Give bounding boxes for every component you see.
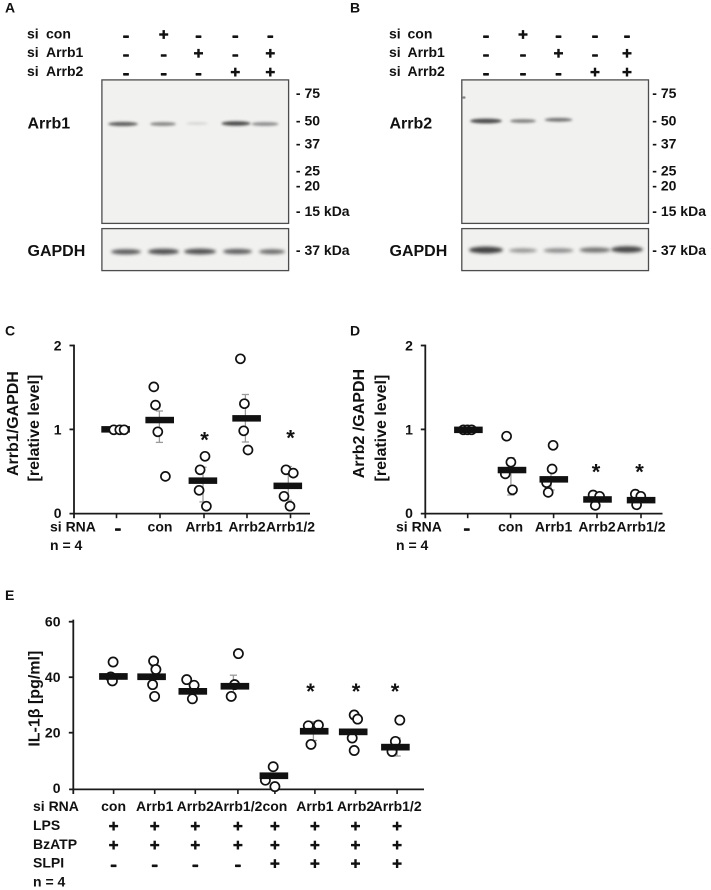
svg-text:C: C [5,323,15,339]
svg-text:si RNA: si RNA [396,518,442,534]
svg-text:0: 0 [405,505,413,521]
svg-text:*: * [352,679,361,704]
svg-text:[relative level]: [relative level] [26,375,43,482]
svg-text:Arrb2: Arrb2 [578,518,616,534]
svg-text:- 75: - 75 [296,85,320,101]
svg-text:si: si [389,25,401,41]
svg-text:20: 20 [45,724,61,740]
svg-text:si: si [27,63,39,79]
svg-text:con: con [262,798,287,814]
svg-text:*: * [286,426,295,451]
svg-text:Arrb2: Arrb2 [46,63,84,79]
svg-text:B: B [350,0,360,16]
svg-text:*: * [391,679,400,704]
svg-text:1: 1 [54,421,62,437]
svg-text:*: * [200,427,209,452]
svg-text:si: si [389,44,401,60]
svg-text:con: con [148,518,173,534]
svg-text:*: * [306,679,315,704]
svg-text:- 75: - 75 [652,85,676,101]
svg-text:40: 40 [45,669,61,685]
svg-text:Arrb2 /GAPDH: Arrb2 /GAPDH [351,369,368,478]
svg-text:- 37 kDa: - 37 kDa [296,242,350,258]
svg-text:con: con [46,25,71,41]
svg-text:[relative level]: [relative level] [373,375,390,482]
svg-text:GAPDH: GAPDH [28,243,86,260]
svg-text:Arrb1/2: Arrb1/2 [373,798,422,814]
svg-text:con: con [498,518,523,534]
svg-text:2: 2 [54,338,62,354]
svg-text:Arrb1: Arrb1 [185,518,223,534]
svg-text:A: A [5,0,15,16]
svg-text:Arrb2: Arrb2 [337,798,375,814]
svg-text:- 15 kDa: - 15 kDa [652,203,706,219]
svg-text:n = 4: n = 4 [396,537,429,553]
svg-text:GAPDH: GAPDH [390,243,448,260]
svg-text:- 37: - 37 [296,136,320,152]
svg-text:n = 4: n = 4 [50,537,83,553]
svg-text:si: si [27,44,39,60]
svg-text:Arrb1: Arrb1 [408,44,446,60]
svg-text:2: 2 [405,338,413,354]
svg-text:Arrb1/2: Arrb1/2 [266,518,315,534]
svg-text:Arrb2: Arrb2 [177,798,215,814]
svg-text:Arrb1: Arrb1 [46,44,84,60]
svg-text:- 25: - 25 [652,163,676,179]
svg-text:D: D [350,323,360,339]
svg-text:SLPI: SLPI [33,855,64,871]
svg-text:*: * [592,459,601,484]
svg-text:E: E [5,587,14,603]
svg-text:Arrb1: Arrb1 [136,798,174,814]
svg-text:- 50: - 50 [296,113,320,129]
svg-text:si RNA: si RNA [50,518,96,534]
svg-text:*: * [635,459,644,484]
svg-text:- 50: - 50 [652,113,676,129]
svg-text:Arrb2: Arrb2 [228,518,266,534]
svg-text:Arrb1: Arrb1 [296,798,334,814]
svg-text:- 25: - 25 [296,163,320,179]
svg-text:Arrb1/2: Arrb1/2 [213,798,262,814]
svg-text:60: 60 [45,613,61,629]
svg-text:si: si [389,63,401,79]
svg-text:IL-1β [pg/ml]: IL-1β [pg/ml] [27,651,44,747]
svg-text:Arrb2: Arrb2 [390,116,433,133]
svg-text:Arrb1/GAPDH: Arrb1/GAPDH [5,371,22,476]
svg-text:Arrb1/2: Arrb1/2 [616,518,665,534]
svg-text:Arrb1: Arrb1 [28,116,71,133]
svg-text:Arrb2: Arrb2 [408,63,446,79]
svg-text:Arrb1: Arrb1 [535,518,573,534]
svg-text:con: con [408,25,433,41]
svg-text:n = 4: n = 4 [33,874,66,890]
svg-text:BzATP: BzATP [33,836,77,852]
svg-text:- 37: - 37 [652,136,676,152]
svg-text:si: si [27,25,39,41]
svg-text:- 20: - 20 [652,178,676,194]
svg-text:1: 1 [405,421,413,437]
svg-text:si RNA: si RNA [33,798,79,814]
svg-text:0: 0 [54,505,62,521]
svg-text:- 20: - 20 [296,178,320,194]
svg-text:LPS: LPS [33,817,60,833]
svg-text:con: con [101,798,126,814]
svg-text:- 37 kDa: - 37 kDa [652,242,706,258]
svg-text:- 15 kDa: - 15 kDa [296,203,350,219]
svg-text:0: 0 [53,780,61,796]
